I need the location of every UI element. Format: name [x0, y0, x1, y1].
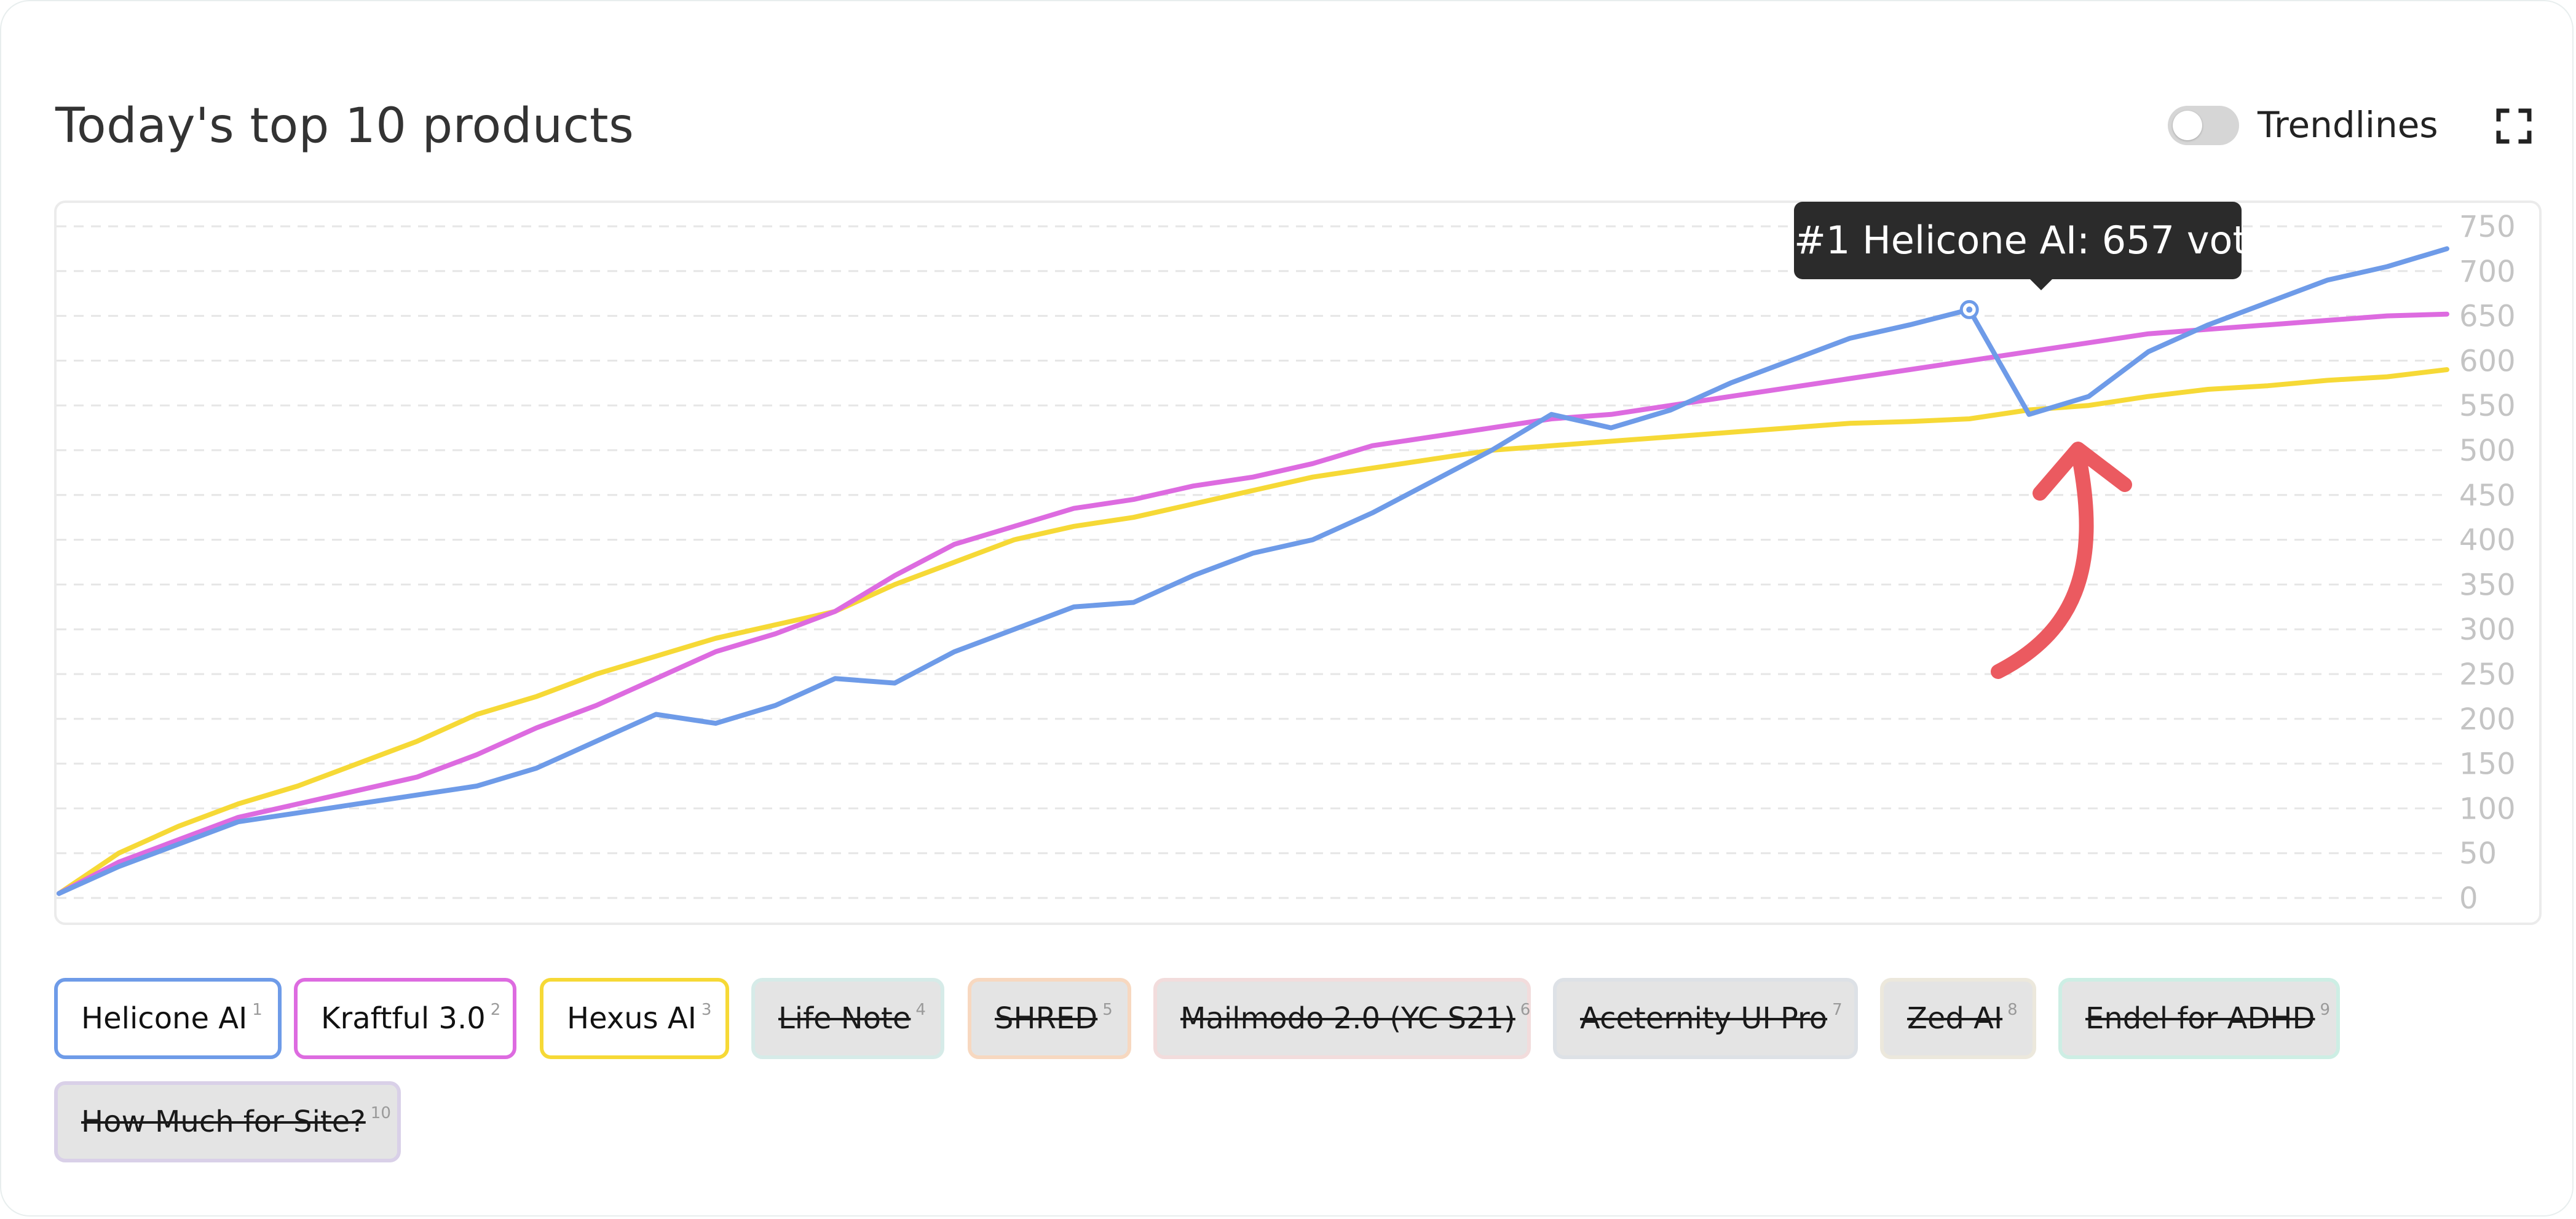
- y-tick-label: 550: [2459, 389, 2516, 423]
- legend-item-aceternity-ui-pro[interactable]: Aceternity UI Pro 7: [1553, 978, 1858, 1059]
- legend-label: Zed AI: [1907, 1001, 2003, 1036]
- arrow-head-icon: [2033, 442, 2132, 501]
- curved-arrow-icon: [1991, 445, 2094, 679]
- legend-item-endel-for-adhd[interactable]: Endel for ADHD 9: [2058, 978, 2340, 1059]
- legend-label: Hexus AI: [567, 1001, 697, 1036]
- fullscreen-icon[interactable]: [2496, 108, 2532, 144]
- legend-rank: 1: [252, 1001, 263, 1019]
- chart-tooltip: #1 Helicone AI: 657 votes: [1794, 202, 2291, 279]
- legend-item-helicone-ai[interactable]: Helicone AI 1: [54, 978, 282, 1059]
- y-tick-label: 700: [2459, 255, 2516, 289]
- legend-item-mailmodo-2-0-yc-s21[interactable]: Mailmodo 2.0 (YC S21) 6: [1153, 978, 1531, 1059]
- y-tick-label: 400: [2459, 523, 2516, 558]
- legend-label: Helicone AI: [81, 1001, 248, 1036]
- y-tick-label: 650: [2459, 300, 2516, 334]
- y-tick-label: 200: [2459, 702, 2516, 737]
- legend-item-shred[interactable]: SHRED 5: [968, 978, 1131, 1059]
- y-tick-label: 50: [2459, 836, 2497, 871]
- series-layer: [57, 246, 2449, 896]
- page-title: Today's top 10 products: [55, 98, 634, 154]
- trendlines-toggle[interactable]: [2168, 106, 2239, 145]
- legend-label: How Much for Site?: [81, 1105, 366, 1139]
- legend-label: Life Note: [778, 1001, 911, 1036]
- legend-rank: 10: [370, 1104, 391, 1122]
- y-tick-label: 150: [2459, 747, 2516, 782]
- chart-area: [54, 201, 2542, 925]
- legend-rank: 5: [1102, 1001, 1113, 1019]
- legend-label: Endel for ADHD: [2085, 1001, 2315, 1036]
- legend-rank: 3: [701, 1001, 712, 1019]
- y-tick-label: 0: [2459, 881, 2478, 916]
- grid-layer: [57, 225, 2447, 899]
- legend-rank: 2: [490, 1001, 501, 1019]
- legend-label: Kraftful 3.0: [321, 1001, 486, 1036]
- legend-item-zed-ai[interactable]: Zed AI 8: [1880, 978, 2036, 1059]
- legend-label: SHRED: [995, 1001, 1098, 1036]
- legend-rank: 7: [1832, 1001, 1843, 1019]
- y-tick-label: 300: [2459, 613, 2516, 647]
- y-tick-label: 500: [2459, 434, 2516, 468]
- legend-rank: 8: [2007, 1001, 2018, 1019]
- trendlines-label: Trendlines: [2258, 104, 2438, 146]
- annotation-layer: [1991, 442, 2132, 679]
- tooltip-pointer: [2029, 278, 2053, 290]
- y-tick-label: 450: [2459, 478, 2516, 513]
- legend-item-life-note[interactable]: Life Note 4: [751, 978, 944, 1059]
- legend-item-hexus-ai[interactable]: Hexus AI 3: [540, 978, 729, 1059]
- legend-label: Mailmodo 2.0 (YC S21): [1180, 1001, 1515, 1036]
- y-tick-label: 350: [2459, 568, 2516, 602]
- y-tick-label: 750: [2459, 210, 2516, 244]
- series-line-helicone-ai[interactable]: [57, 246, 2449, 896]
- legend-rank: 6: [1520, 1001, 1531, 1019]
- y-tick-label: 100: [2459, 792, 2516, 826]
- legend-item-how-much-for-site[interactable]: How Much for Site? 10: [54, 1081, 401, 1162]
- toggle-knob: [2173, 111, 2202, 140]
- legend-item-kraftful-3-0[interactable]: Kraftful 3.0 2: [294, 978, 516, 1059]
- series-line-kraftful-3-0[interactable]: [57, 311, 2449, 896]
- legend-label: Aceternity UI Pro: [1580, 1001, 1828, 1036]
- y-tick-label: 600: [2459, 344, 2516, 378]
- y-tick-label: 250: [2459, 657, 2516, 692]
- legend-rank: 9: [2320, 1001, 2330, 1019]
- y-axis-ticks: 0 50 100 150 200 250 300 350 400 450 500 550 600 650 7…: [2459, 210, 2516, 916]
- highlight-point-dot: [1966, 306, 1973, 313]
- marker-layer: [1959, 300, 1979, 319]
- legend-rank: 4: [915, 1001, 926, 1019]
